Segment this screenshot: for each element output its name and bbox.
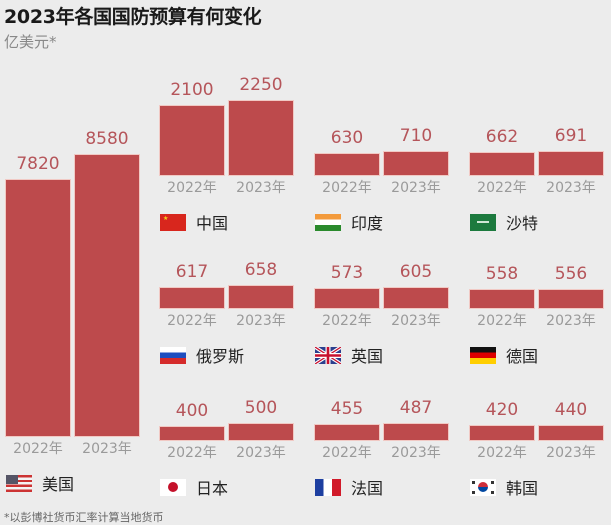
year-label: 2023年	[391, 313, 441, 329]
country-name: 沙特	[506, 214, 539, 233]
country-label-japan: 日本	[160, 475, 228, 499]
bar-india-2022	[315, 154, 379, 175]
country-name: 法国	[351, 479, 384, 498]
value-label: 556	[554, 264, 588, 284]
bar-saudi-2022	[470, 153, 534, 175]
uk-flag-icon	[315, 346, 341, 364]
year-label: 2022年	[167, 445, 217, 461]
value-label: 500	[244, 398, 278, 418]
china-flag-icon: ★	[160, 213, 186, 231]
year-label: 2022年	[477, 180, 527, 196]
value-label: 605	[399, 262, 433, 282]
country-name: 印度	[351, 214, 384, 233]
value-label: 710	[399, 126, 433, 146]
year-label: 2022年	[13, 441, 63, 457]
year-label: 2023年	[236, 180, 286, 196]
country-name: 中国	[196, 214, 229, 233]
country-label-russia: 俄罗斯	[160, 343, 244, 367]
value-label: 691	[554, 126, 588, 146]
country-name: 英国	[351, 347, 384, 366]
value-label: 617	[175, 262, 209, 282]
bar-india-2023	[384, 152, 448, 175]
country-name: 美国	[42, 475, 75, 494]
bar-france-2022	[315, 425, 379, 440]
country-label-saudi: 沙特	[470, 210, 538, 234]
india-flag-icon	[315, 213, 341, 231]
korea-flag-icon	[470, 478, 496, 496]
value-label: 7820	[16, 154, 60, 174]
russia-flag-icon	[160, 346, 186, 364]
value-label: 630	[330, 128, 364, 148]
bar-uk-2023	[384, 288, 448, 308]
value-label: 558	[485, 264, 519, 284]
value-label: 2100	[170, 80, 214, 100]
bar-korea-2023	[539, 426, 603, 440]
bar-china-2023	[229, 101, 293, 175]
value-label: 420	[485, 400, 519, 420]
value-label: 440	[554, 400, 588, 420]
year-label: 2022年	[167, 180, 217, 196]
country-label-germany: 德国	[470, 343, 538, 367]
year-label: 2023年	[82, 441, 132, 457]
us-flag-icon	[6, 474, 32, 492]
year-label: 2023年	[546, 445, 596, 461]
japan-flag-icon	[160, 478, 186, 496]
value-label: 455	[330, 399, 364, 419]
year-label: 2023年	[546, 180, 596, 196]
country-name: 日本	[196, 479, 229, 498]
country-label-uk: 英国	[315, 343, 383, 367]
country-label-china: ★ 中国	[160, 210, 228, 234]
year-label: 2022年	[322, 445, 372, 461]
year-label: 2022年	[477, 445, 527, 461]
bar-china-2022	[160, 106, 224, 175]
bar-korea-2022	[470, 426, 534, 440]
value-label: 662	[485, 127, 519, 147]
year-label: 2022年	[322, 180, 372, 196]
year-label: 2022年	[167, 313, 217, 329]
year-label: 2022年	[322, 313, 372, 329]
value-label: 658	[244, 260, 278, 280]
country-label-india: 印度	[315, 210, 383, 234]
value-label: 400	[175, 401, 209, 421]
bar-france-2023	[384, 424, 448, 440]
year-label: 2023年	[236, 313, 286, 329]
bar-russia-2022	[160, 288, 224, 308]
bar-germany-2022	[470, 290, 534, 308]
year-label: 2022年	[477, 313, 527, 329]
bar-russia-2023	[229, 286, 293, 308]
bar-saudi-2023	[539, 152, 603, 175]
germany-flag-icon	[470, 346, 496, 364]
year-label: 2023年	[546, 313, 596, 329]
bar-japan-2022	[160, 427, 224, 440]
france-flag-icon	[315, 478, 341, 496]
value-label: 487	[399, 398, 433, 418]
year-label: 2023年	[391, 445, 441, 461]
footnote: *以彭博社货币汇率计算当地货币	[4, 511, 164, 524]
chart-title: 2023年各国国防预算有何变化	[4, 6, 262, 28]
bar-japan-2023	[229, 424, 293, 440]
saudi-flag-icon	[470, 213, 496, 231]
value-label: 573	[330, 263, 364, 283]
value-label: 8580	[85, 129, 129, 149]
bar-uk-2022	[315, 289, 379, 308]
country-name: 德国	[506, 347, 539, 366]
bar-us-2022	[6, 180, 70, 436]
country-label-korea: 韩国	[470, 475, 538, 499]
country-label-france: 法国	[315, 475, 383, 499]
country-label-us: 美国	[6, 471, 74, 495]
value-label: 2250	[239, 75, 283, 95]
country-name: 韩国	[506, 479, 539, 498]
chart-subtitle: 亿美元*	[4, 33, 57, 51]
bar-us-2023	[75, 155, 139, 436]
bar-germany-2023	[539, 290, 603, 308]
year-label: 2023年	[391, 180, 441, 196]
country-name: 俄罗斯	[196, 347, 245, 366]
year-label: 2023年	[236, 445, 286, 461]
